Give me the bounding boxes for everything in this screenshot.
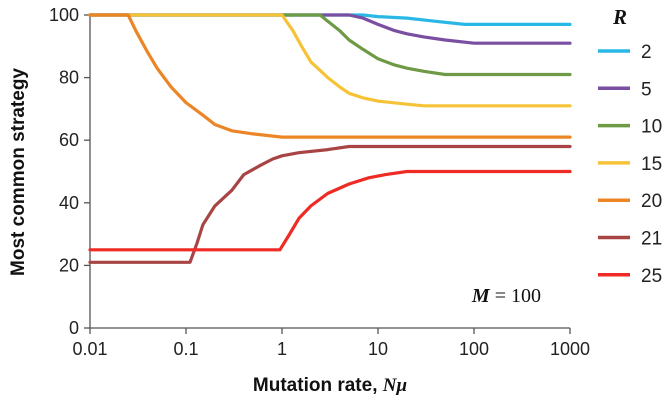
series-line-r10 [88,13,572,77]
y-tick-label: 60 [59,130,79,150]
y-axis-title: Most common strategy [8,68,29,276]
y-tick-label: 0 [69,318,79,338]
y-ticks: 0 20 40 60 80 100 [49,5,90,338]
m-annotation-text: = 100 [490,285,541,307]
series-line-r15 [88,13,572,108]
legend-label-r2: 2 [641,42,652,63]
y-tick-label: 100 [49,5,79,25]
y-tick-label: 20 [59,255,79,275]
series-line-r5 [88,13,572,45]
legend-label-r5: 5 [641,79,652,100]
legend-label-r21: 21 [641,229,662,250]
legend-label-r10: 10 [641,117,662,138]
x-tick-label: 1 [277,339,287,359]
x-tick-label: 100 [459,339,489,359]
x-tick-label: 0.01 [72,339,107,359]
x-tick-label: 1000 [550,339,590,359]
series-lines [88,13,572,264]
series-line-r20 [88,13,572,139]
legend-label-r25: 25 [641,266,662,287]
series-line-r2 [88,13,572,26]
x-tick-label: 0.1 [173,339,198,359]
axes [89,15,570,329]
m-annotation-variable: M [471,285,491,307]
series-line-r25 [88,169,572,252]
x-axis-title-variable: Nμ [382,375,407,396]
legend-label-r15: 15 [641,154,662,175]
x-axis-title: Mutation rate, Nμ [253,375,407,396]
m-annotation: M = 100 [471,285,541,307]
x-axis-title-text: Mutation rate, [253,375,383,396]
y-tick-label: 80 [59,68,79,88]
legend-title: R [612,5,627,29]
x-ticks: 0.01 0.1 1 10 100 1000 [72,328,590,359]
series-line-r21 [88,144,572,264]
y-tick-label: 40 [59,193,79,213]
x-tick-label: 10 [368,339,388,359]
legend-label-r20: 20 [641,191,662,212]
